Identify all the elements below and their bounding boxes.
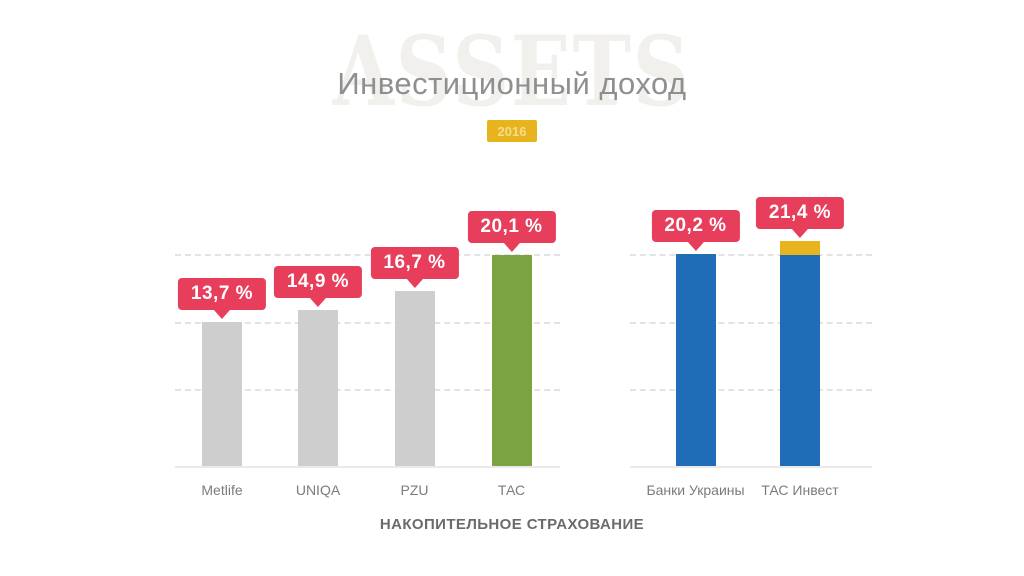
category-label: PZU	[400, 482, 429, 498]
bar-segment-gray	[202, 322, 242, 466]
value-label: 16,7 %	[383, 251, 446, 273]
category-label: ТАС Инвест	[761, 482, 839, 498]
bar-pzu	[394, 290, 435, 466]
dashed-gridline	[175, 321, 560, 324]
category-label: ТАС	[497, 482, 526, 498]
value-label: 14,9 %	[286, 270, 350, 292]
value-callout: 21,4 %	[755, 197, 845, 230]
bar-segment-blue	[675, 253, 716, 466]
chart-caption: НАКОПИТЕЛЬНОЕ СТРАХОВАНИЕ	[379, 516, 645, 533]
axis-baseline	[175, 466, 560, 468]
page-title: Инвестиционный доход	[337, 66, 687, 101]
value-callout: 20,2 %	[651, 209, 740, 242]
year-badge: 2016	[487, 120, 537, 142]
value-label: 20,1 %	[480, 215, 543, 237]
value-label: 20,2 %	[664, 214, 727, 236]
bar-тас	[491, 254, 532, 466]
bar-segment-green	[491, 254, 532, 466]
bar-segment-gray	[298, 309, 338, 466]
value-callout: 20,1 %	[467, 210, 556, 243]
bar-тас-инвест	[780, 241, 820, 466]
axis-baseline	[630, 466, 872, 468]
assets-watermark: ASSETS	[332, 15, 692, 128]
value-callout: 16,7 %	[370, 246, 459, 279]
bar-банки-украины	[675, 253, 716, 466]
bar-segment-gold	[780, 241, 820, 255]
category-label: Банки Украины	[646, 482, 745, 498]
bar-segment-blue	[780, 254, 820, 466]
dashed-gridline	[630, 321, 872, 324]
value-label: 21,4 %	[768, 202, 832, 224]
bar-metlife	[202, 322, 242, 466]
dashed-gridline	[630, 254, 872, 256]
category-label: UNIQA	[295, 482, 341, 498]
dashed-gridline	[175, 254, 560, 256]
category-label: Metlife	[201, 482, 243, 498]
dashed-gridline	[630, 388, 872, 391]
value-callout: 13,7 %	[177, 278, 267, 311]
value-callout: 14,9 %	[273, 265, 363, 298]
value-label: 13,7 %	[190, 283, 254, 305]
dashed-gridline	[175, 388, 560, 391]
bar-uniqa	[298, 309, 338, 466]
bar-segment-gray	[394, 290, 435, 466]
